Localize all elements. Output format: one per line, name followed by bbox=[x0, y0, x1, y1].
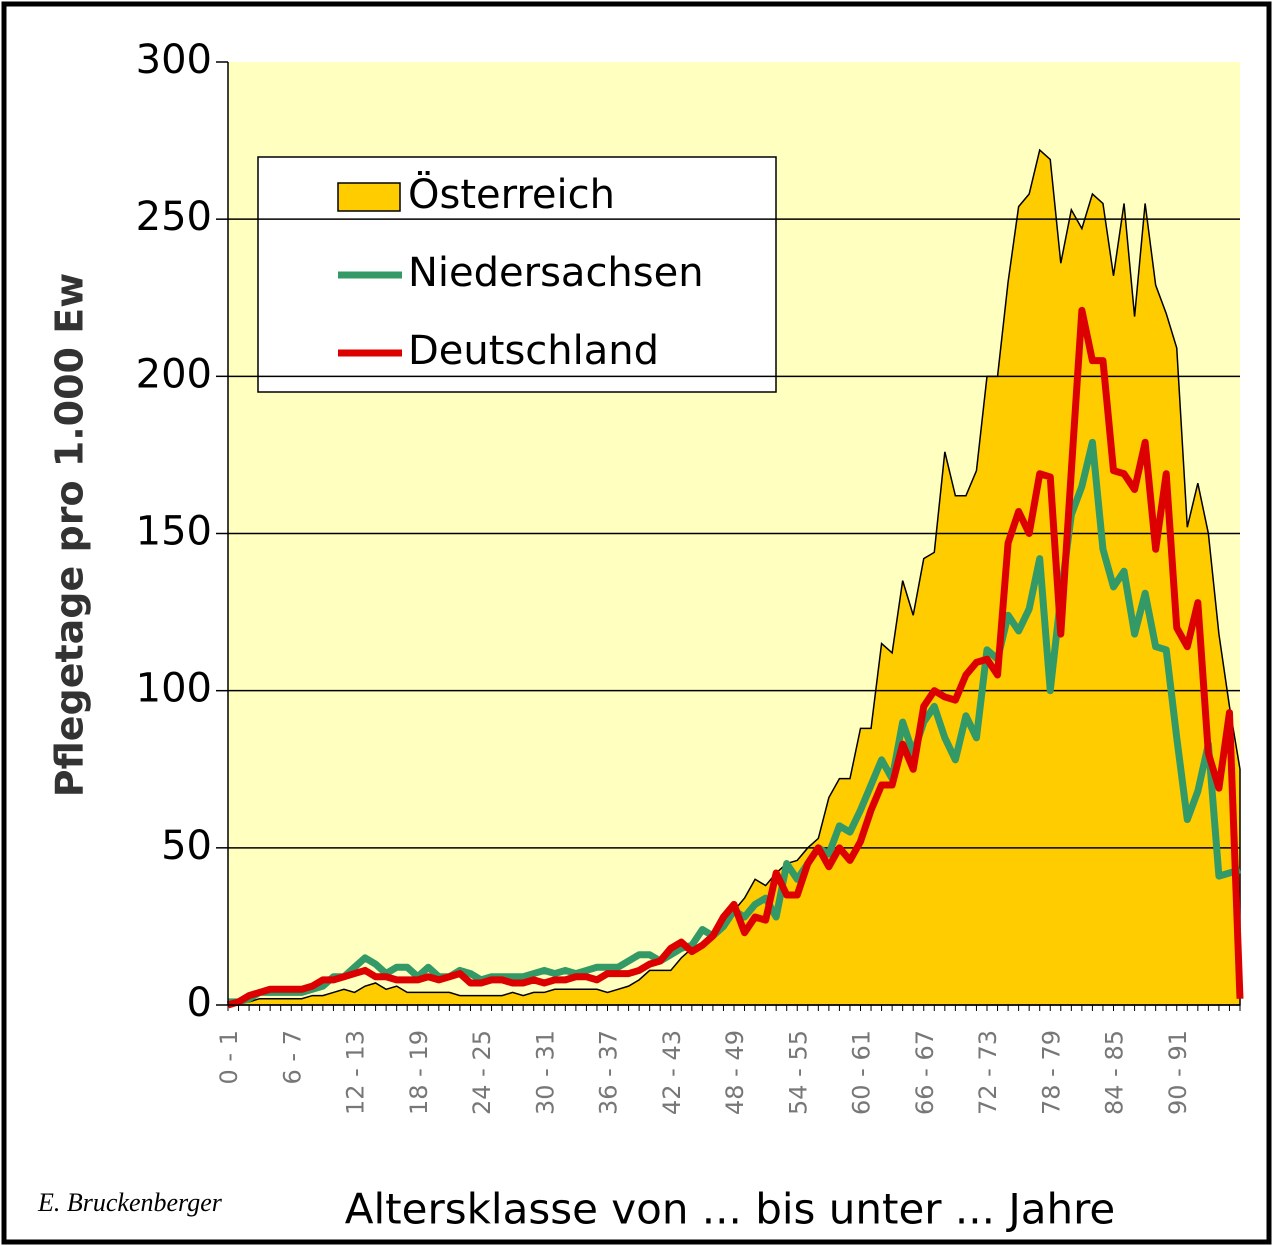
x-tick-label: 48 - 49 bbox=[721, 1030, 749, 1115]
x-tick-label: 30 - 31 bbox=[531, 1030, 559, 1115]
x-axis-label: Altersklasse von ... bis unter ... Jahre bbox=[345, 1185, 1116, 1234]
legend-label: Deutschland bbox=[408, 328, 659, 374]
y-tick-label: 200 bbox=[136, 351, 212, 397]
area bbox=[227, 148, 1241, 1006]
legend-label: Österreich bbox=[408, 170, 615, 218]
x-tick-label: 42 - 43 bbox=[658, 1030, 686, 1115]
author: E. Bruckenberger bbox=[37, 1188, 223, 1217]
y-tick-label: 100 bbox=[136, 666, 212, 712]
x-tick-label: 66 - 67 bbox=[911, 1030, 939, 1115]
x-tick-label: 84 - 85 bbox=[1101, 1030, 1129, 1115]
x-tick-label: 18 - 19 bbox=[405, 1030, 433, 1115]
y-tick-label: 250 bbox=[136, 194, 212, 240]
x-tick-label: 72 - 73 bbox=[974, 1030, 1002, 1115]
x-tick-label: 12 - 13 bbox=[342, 1030, 370, 1115]
x-tick-label: 36 - 37 bbox=[595, 1030, 623, 1115]
legend-swatch bbox=[337, 182, 401, 212]
x-tick-label: 24 - 25 bbox=[468, 1030, 496, 1115]
legend-label: Niedersachsen bbox=[408, 250, 704, 296]
line bbox=[227, 306, 1244, 1009]
x-tick-label: 0 - 1 bbox=[215, 1030, 243, 1084]
x-tick-label: 78 - 79 bbox=[1037, 1030, 1065, 1115]
y-tick-label: 50 bbox=[161, 823, 212, 869]
x-tick-label: 90 - 91 bbox=[1164, 1030, 1192, 1115]
y-tick-label: 150 bbox=[136, 509, 212, 555]
y-axis-label: Pflegetage pro 1.000 Ew bbox=[48, 273, 92, 798]
y-tick-label: 0 bbox=[187, 980, 212, 1026]
x-tick-label: 60 - 61 bbox=[848, 1030, 876, 1115]
y-tick-label: 300 bbox=[136, 37, 212, 83]
x-tick-label: 6 - 7 bbox=[278, 1030, 306, 1084]
x-tick-label: 54 - 55 bbox=[784, 1030, 812, 1115]
